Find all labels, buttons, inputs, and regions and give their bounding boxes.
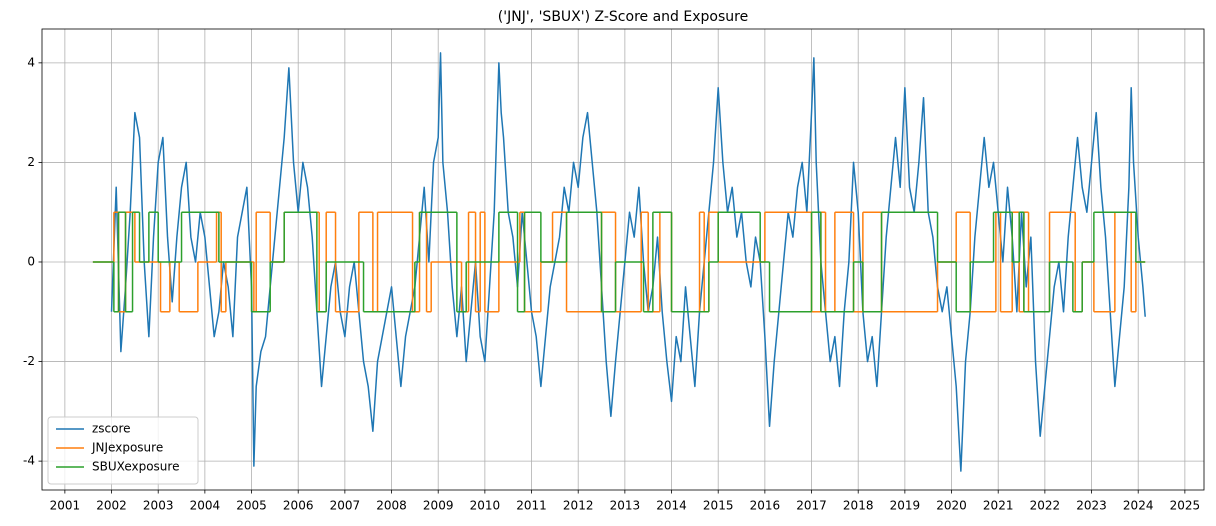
y-tick-label: -4 <box>23 454 35 468</box>
x-tick-label: 2009 <box>423 499 454 513</box>
x-tick-label: 2010 <box>470 499 501 513</box>
x-tick-label: 2014 <box>656 499 687 513</box>
y-tick-label: -2 <box>23 354 35 368</box>
legend-label: SBUXexposure <box>92 460 179 474</box>
x-tick-label: 2023 <box>1076 499 1107 513</box>
y-tick-label: 0 <box>27 254 35 268</box>
x-tick-label: 2003 <box>143 499 174 513</box>
x-tick-label: 2020 <box>936 499 967 513</box>
x-tick-label: 2018 <box>843 499 874 513</box>
axes-frame <box>41 28 1205 491</box>
chart-title: ('JNJ', 'SBUX') Z-Score and Exposure <box>498 9 748 25</box>
axes: 2001 2002 2003 2004 2005 2006 2007 2008 2009 2010… <box>23 55 1200 512</box>
x-tick-label: 2002 <box>96 499 127 513</box>
legend-box <box>47 416 199 485</box>
plot-area <box>92 52 1146 472</box>
x-tick-label: 2008 <box>376 499 407 513</box>
x-tick-label: 2004 <box>190 499 221 513</box>
x-tick-label: 2012 <box>563 499 594 513</box>
y-tick-label: 2 <box>27 155 35 169</box>
x-tick-label: 2021 <box>983 499 1014 513</box>
x-tick-label: 2006 <box>283 499 314 513</box>
x-tick-label: 2022 <box>1030 499 1061 513</box>
x-tick-label: 2016 <box>750 499 781 513</box>
x-tick-label: 2017 <box>796 499 827 513</box>
x-tick-label: 2011 <box>516 499 547 513</box>
line <box>110 52 1146 472</box>
x-tick-label: 2024 <box>1123 499 1154 513</box>
x-tick-label: 2019 <box>890 499 921 513</box>
y-tick-label: 4 <box>27 55 35 69</box>
x-tick-label: 2005 <box>236 499 267 513</box>
x-tick-label: 2001 <box>50 499 81 513</box>
legend-label: JNJexposure <box>91 441 163 455</box>
x-tick-label: 2013 <box>610 499 641 513</box>
x-tick-label: 2007 <box>330 499 361 513</box>
legend: zscore JNJexposure SBUXexposure <box>47 416 199 485</box>
x-tick-label: 2015 <box>703 499 734 513</box>
x-tick-label: 2025 <box>1170 499 1201 513</box>
legend-label: zscore <box>92 422 131 436</box>
